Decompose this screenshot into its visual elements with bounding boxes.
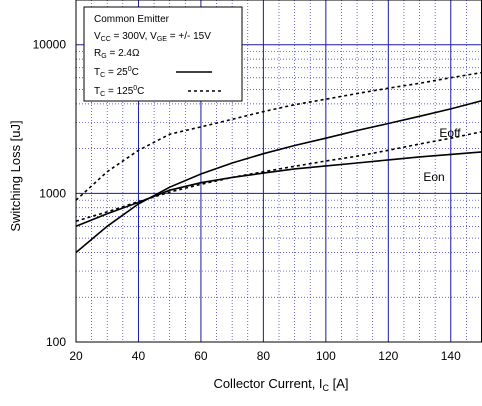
x-axis-label-main: Collector Current, I [213,376,322,391]
legend-entry-25c: TC = 250C [94,66,139,79]
series-eon-25c [75,151,482,228]
legend-25c-mid: = 25 [105,67,128,78]
x-tick-label: 80 [257,349,271,363]
legend-125c-prefix: T [94,86,100,97]
x-axis-label-sub: C [323,383,330,393]
legend-condition-1: VCC = 300V, VGE = +/- 15V [94,31,211,43]
legend-125c-post: C [137,86,144,97]
x-tick-label: 140 [441,349,461,363]
tick-labels: 20 40 60 80 100 120 140 100 1000 10000 [33,38,461,363]
legend-25c-sup: 0 [128,66,132,73]
legend-vcc-prefix: V [94,31,101,42]
legend-vcc-sub: CC [101,36,111,43]
x-tick-label: 120 [378,349,398,363]
legend-125c-sup: 0 [133,85,137,92]
x-tick-label: 100 [316,349,336,363]
x-tick-label: 40 [132,349,146,363]
legend-25c-sub: C [100,72,105,79]
series-group [75,71,482,254]
legend-vge-sub: GE [157,36,167,43]
x-axis-label-unit: [A] [329,376,349,391]
legend-rg-prefix: R [94,48,101,59]
legend-vge-post: = +/- 15V [167,31,211,42]
y-tick-label: 10000 [33,38,67,52]
legend-condition-2: RG = 2.4Ω [94,48,140,60]
series-eoff-125c [75,71,482,201]
y-axis-label: Switching Loss [uJ] [8,120,23,231]
x-axis-label: Collector Current, IC [A] [213,376,348,393]
legend-125c-sub: C [100,91,105,98]
legend-vcc-mid: = 300V, V [111,31,157,42]
legend-25c-prefix: T [94,67,100,78]
legend-title: Common Emitter [94,14,170,25]
eoff-annotation: Eoff [439,126,461,140]
x-tick-label: 60 [194,349,208,363]
y-tick-label: 1000 [39,186,66,200]
legend-box [83,6,243,102]
eon-annotation: Eon [423,170,444,184]
legend-25c-post: C [132,67,139,78]
y-tick-label: 100 [46,335,66,349]
legend: Common Emitter VCC = 300V, VGE = +/- 15V… [83,6,243,102]
legend-rg-post: = 2.4Ω [107,48,140,59]
x-tick-label: 20 [69,349,83,363]
legend-125c-mid: = 125 [105,86,134,97]
legend-rg-sub: G [101,53,106,60]
legend-entry-125c: TC = 1250C [94,85,144,98]
